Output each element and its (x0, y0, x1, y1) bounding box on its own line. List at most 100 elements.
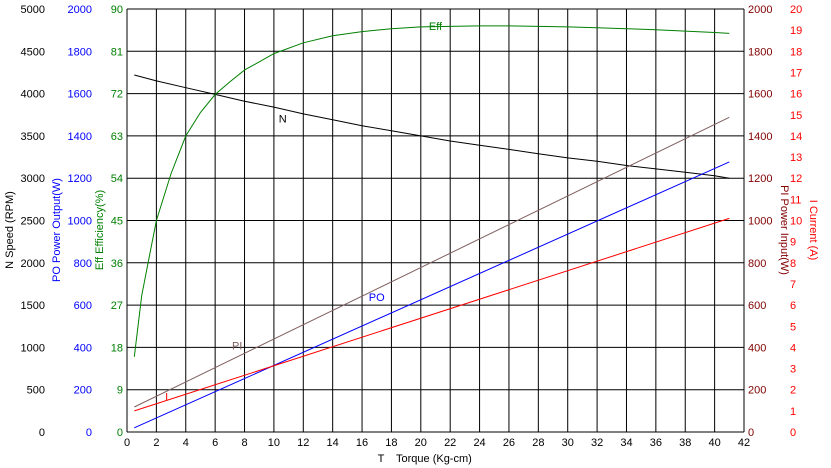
y-tick-label-n: 500 (27, 385, 45, 397)
y-tick-label-i: 16 (790, 89, 802, 101)
series-line-po (134, 161, 730, 429)
y-tick-label-eff: 72 (111, 89, 123, 101)
axis-title-i: I Current (A) (807, 200, 819, 261)
x-tick-label: 30 (562, 437, 574, 449)
axis-symbol-n: N (4, 258, 16, 269)
y-tick-label-pi: 600 (748, 300, 766, 312)
y-tick-label-pi: 2000 (748, 4, 772, 16)
x-tick-label: 4 (183, 437, 189, 449)
y-tick-label-pi: 200 (748, 385, 766, 397)
x-tick-label: 22 (444, 437, 456, 449)
y-tick-label-po: 600 (74, 300, 92, 312)
y-tick-label-po: 1200 (68, 173, 92, 185)
y-tick-label-i: 1 (790, 406, 796, 418)
x-tick-label: 6 (212, 437, 218, 449)
y-tick-label-i: 14 (790, 131, 802, 143)
x-tick-label: 0 (124, 437, 130, 449)
y-tick-label-pi: 1400 (748, 131, 772, 143)
y-tick-label-eff: 81 (111, 46, 123, 58)
axis-title-eff: Eff Efficiency(%) (94, 190, 106, 270)
y-tick-label-eff: 45 (111, 216, 123, 228)
y-tick-label-i: 6 (790, 300, 796, 312)
curve-label-pi: PI (232, 341, 242, 353)
x-tick-label: 2 (153, 437, 159, 449)
axis-label-pi: Power Input(W) (778, 199, 790, 275)
y-tick-label-i: 20 (790, 4, 802, 16)
right-axes: 0200400600800100012001400160018002000PI … (748, 4, 819, 439)
curve-label-n: N (279, 113, 287, 125)
y-tick-label-n: 0 (39, 427, 45, 439)
x-axis: 0 2 4 6 8 10 12 14 16 18 20 22 24 26 28 30 32 34 36 38 40 42 (124, 437, 750, 449)
axis-title-n: N Speed (RPM) (4, 191, 16, 269)
y-tick-label-pi: 0 (748, 427, 754, 439)
y-tick-label-n: 2500 (21, 216, 45, 228)
y-tick-label-po: 2000 (68, 4, 92, 16)
y-tick-label-i: 4 (790, 342, 796, 354)
curve-label-eff: Eff (429, 21, 443, 33)
y-tick-label-n: 3000 (21, 173, 45, 185)
y-tick-label-po: 1800 (68, 46, 92, 58)
axis-label-eff: Efficiency(%) (94, 190, 106, 254)
y-tick-label-n: 1500 (21, 300, 45, 312)
y-tick-label-pi: 400 (748, 342, 766, 354)
y-tick-label-n: 1000 (21, 342, 45, 354)
series-line-n (134, 74, 730, 179)
x-tick-label: 28 (532, 437, 544, 449)
y-tick-label-i: 3 (790, 364, 796, 376)
x-tick-label: 32 (591, 437, 603, 449)
y-tick-label-eff: 18 (111, 342, 123, 354)
axis-label-po: Power Output(W) (51, 178, 63, 263)
axis-symbol-pi: PI (778, 185, 790, 198)
y-tick-label-i: 8 (790, 258, 796, 270)
y-tick-label-pi: 1000 (748, 216, 772, 228)
y-tick-label-n: 4500 (21, 46, 45, 58)
y-tick-label-i: 0 (790, 427, 796, 439)
x-tick-label: 38 (679, 437, 691, 449)
y-tick-label-eff: 36 (111, 258, 123, 270)
x-tick-label: 34 (620, 437, 632, 449)
y-tick-label-i: 5 (790, 321, 796, 333)
y-tick-label-po: 400 (74, 342, 92, 354)
y-tick-label-eff: 63 (111, 131, 123, 143)
series-line-pi (134, 116, 730, 408)
y-tick-label-n: 3500 (21, 131, 45, 143)
x-tick-label: 24 (473, 437, 485, 449)
y-tick-label-pi: 800 (748, 258, 766, 270)
x-tick-label: 42 (738, 437, 750, 449)
y-tick-label-po: 1600 (68, 89, 92, 101)
y-tick-label-i: 9 (790, 237, 796, 249)
axis-symbol-eff: Eff (94, 254, 106, 270)
y-tick-label-n: 4000 (21, 89, 45, 101)
curve-labels: Eff N PO PI I (165, 21, 443, 403)
y-tick-label-po: 200 (74, 385, 92, 397)
y-tick-label-po: 0 (86, 427, 92, 439)
y-tick-label-eff: 54 (111, 173, 123, 185)
y-tick-label-eff: 0 (117, 427, 123, 439)
y-tick-label-eff: 90 (111, 4, 123, 16)
grid (126, 8, 745, 433)
x-tick-label: 20 (415, 437, 427, 449)
y-tick-label-i: 10 (790, 216, 802, 228)
x-tick-label: 18 (385, 437, 397, 449)
y-tick-label-i: 19 (790, 25, 802, 37)
x-tick-label: 26 (503, 437, 515, 449)
x-axis-title: Torque (Kg-cm) (396, 453, 472, 465)
y-tick-label-n: 5000 (21, 4, 45, 16)
y-tick-label-i: 17 (790, 67, 802, 79)
curve-label-po: PO (369, 292, 385, 304)
y-tick-label-i: 13 (790, 152, 802, 164)
series-line-i (134, 217, 730, 412)
axis-label-n: Speed (RPM) (4, 191, 16, 258)
axis-label-i: Current (A) (807, 206, 819, 260)
series-line-eff (133, 25, 730, 357)
x-axis-symbol: T (378, 453, 385, 465)
y-tick-label-eff: 27 (111, 300, 123, 312)
x-tick-label: 40 (708, 437, 720, 449)
left-axes: 0500100015002000250030003500400045005000… (4, 4, 123, 439)
x-tick-label: 8 (241, 437, 247, 449)
axis-title-pi: PI Power Input(W) (778, 185, 790, 275)
y-tick-label-n: 2000 (21, 258, 45, 270)
y-tick-label-i: 7 (790, 279, 796, 291)
y-tick-label-po: 1400 (68, 131, 92, 143)
